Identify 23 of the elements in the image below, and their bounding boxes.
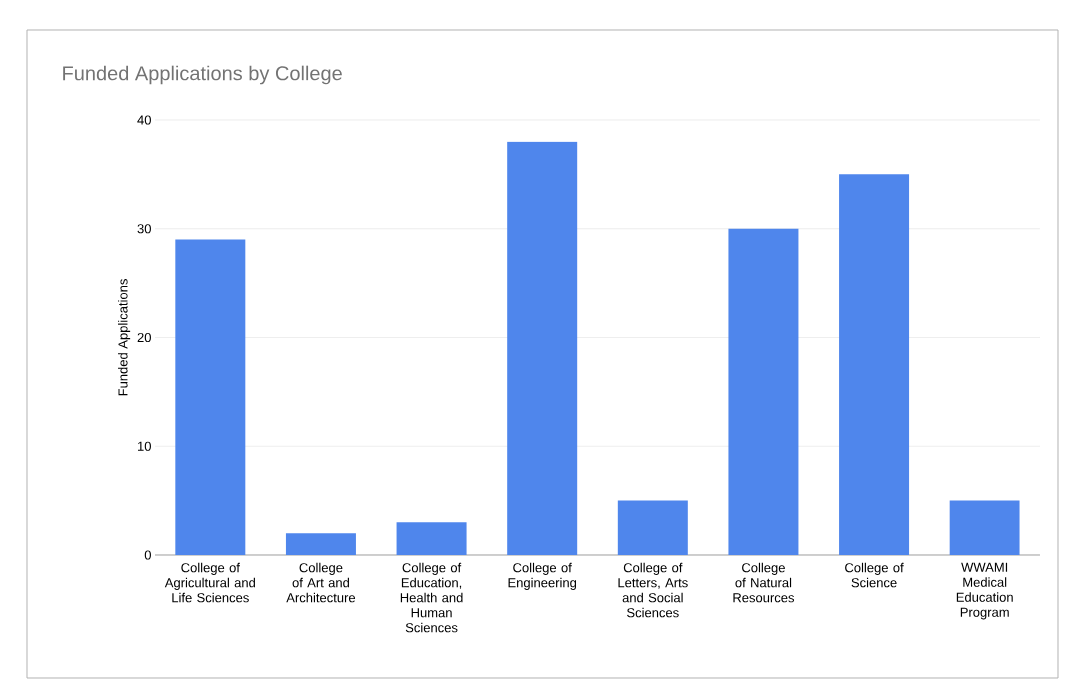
bar [396,522,467,555]
y-tick-label: 0 [144,550,151,560]
y-tick-label: 40 [137,115,151,125]
bar [285,533,356,555]
y-axis-title: Funded Applications [118,279,131,396]
bar [728,228,799,555]
x-tick-label: WWAMI Medical Education Program [956,562,1013,620]
bar [617,500,688,555]
y-tick-label: 30 [137,224,151,234]
y-tick-label: 20 [137,332,151,343]
bar [839,174,910,555]
x-tick-label: College of Education, Health and Human Sciences [400,562,463,633]
chart-title: Funded Applications by College [63,65,342,85]
bar [175,239,246,555]
bar [507,141,578,555]
x-tick-label: College of Engineering [508,562,577,590]
bar [949,500,1020,555]
x-tick-label: College of Agricultural and Life Sciences [164,562,255,603]
x-tick-label: College of Art and Architecture [286,562,356,603]
x-tick-label: College of Science [845,562,904,588]
y-tick-label: 10 [138,441,151,451]
x-tick-label: College of Natural Resources [733,562,795,603]
x-tick-label: College of Letters, Arts and Social Sciences [618,562,688,618]
